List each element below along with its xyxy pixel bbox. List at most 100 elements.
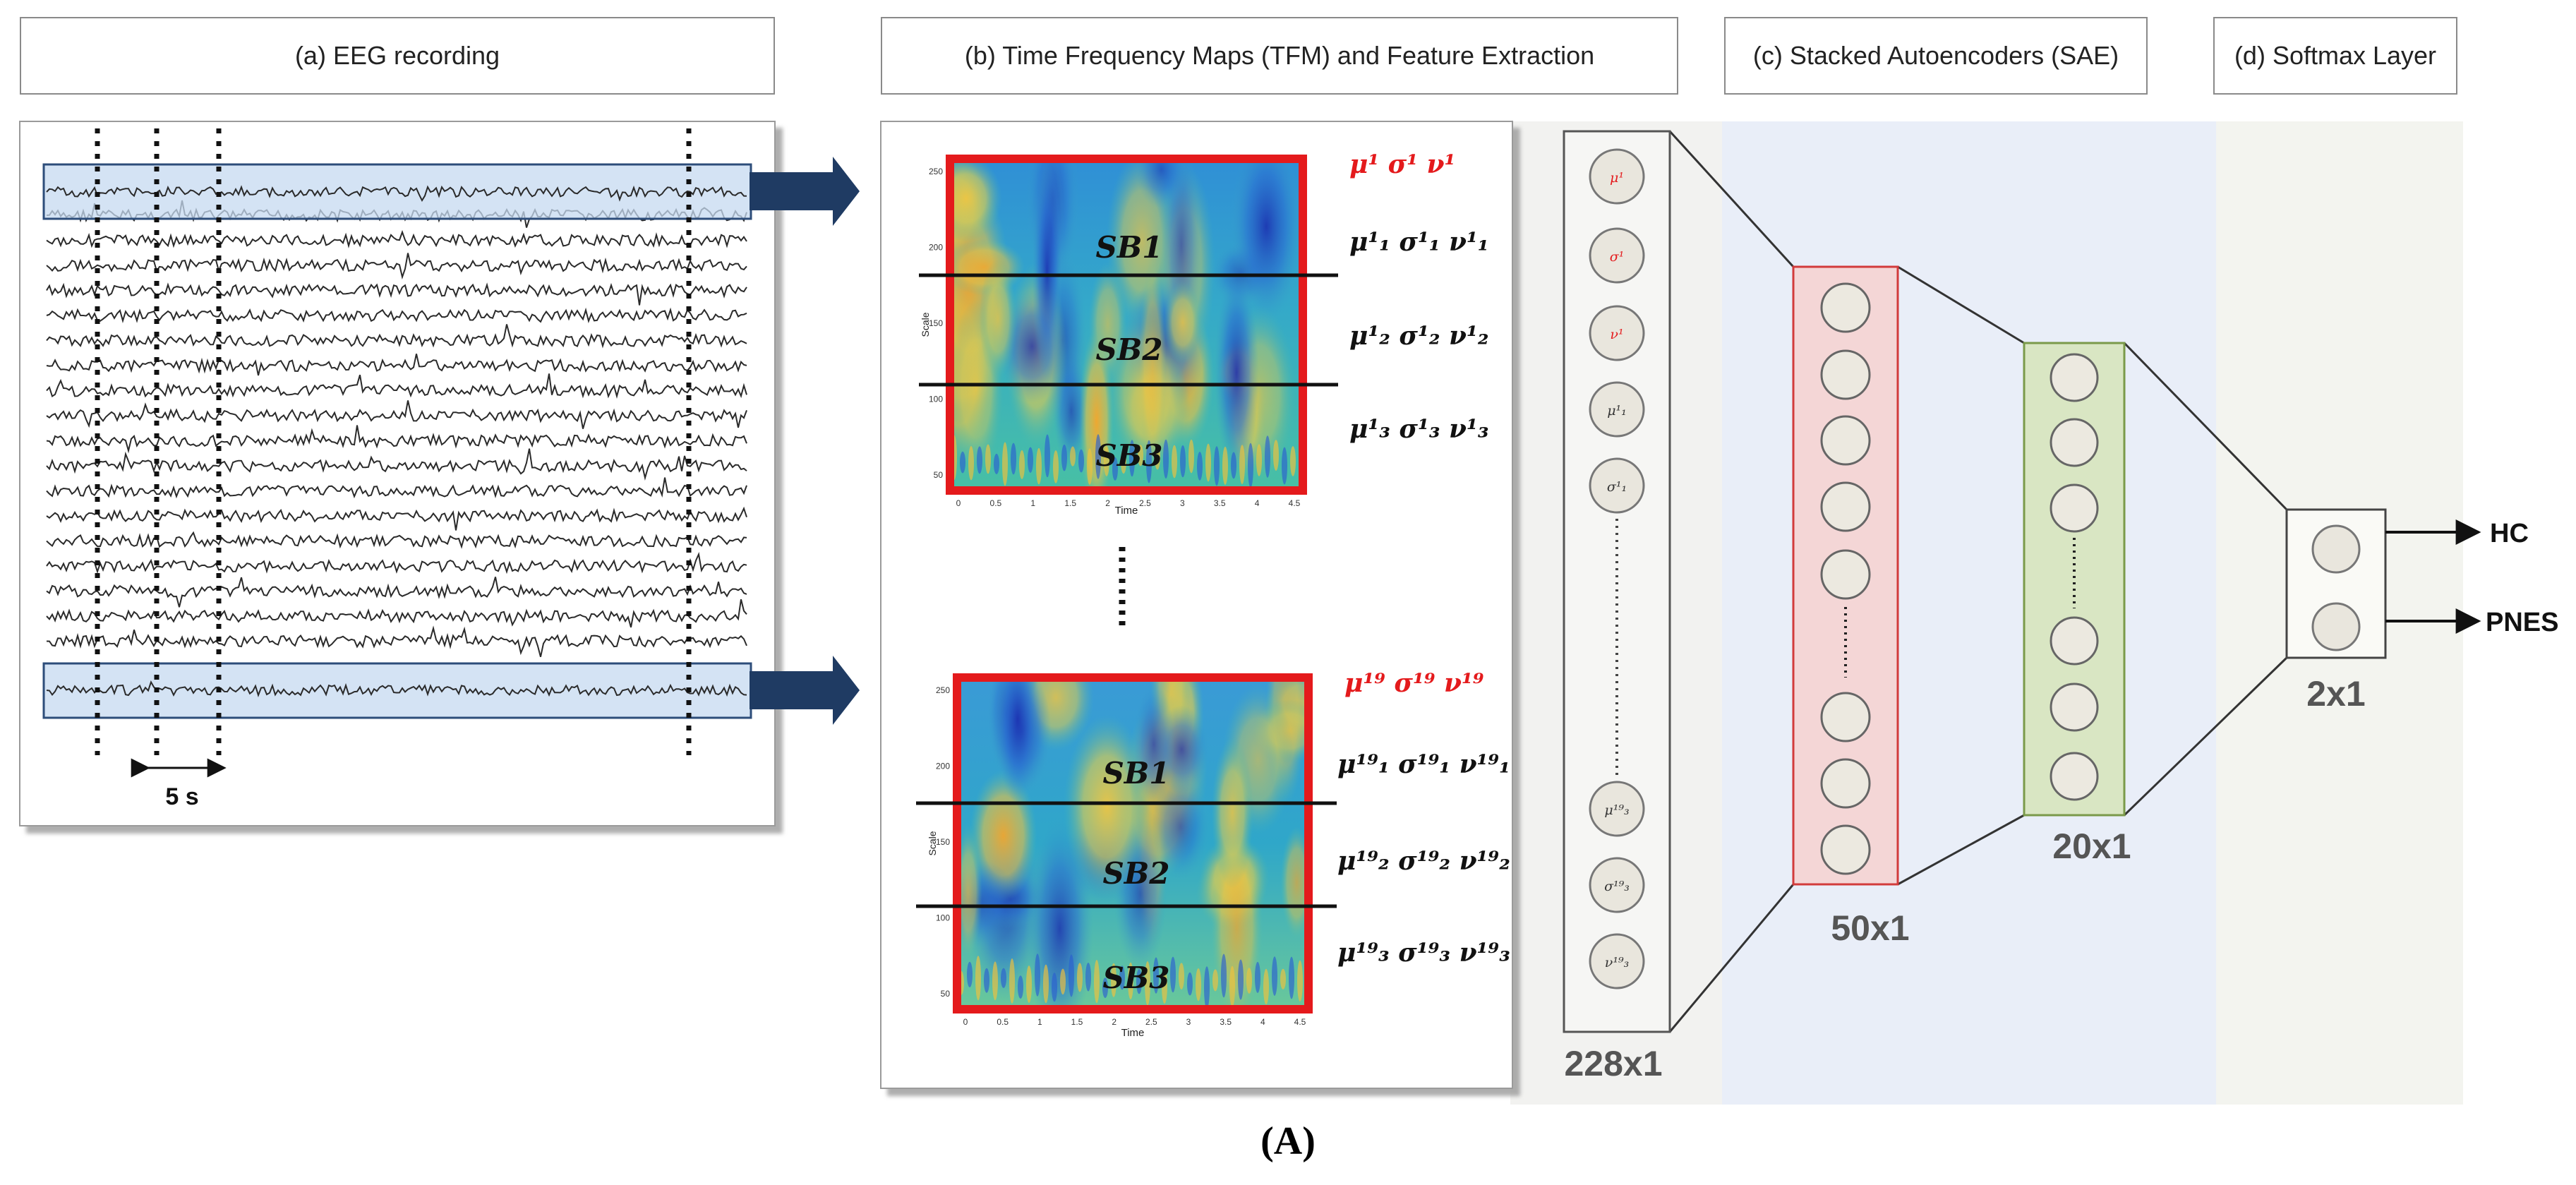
eeg-channel-trace [46,577,747,608]
tfm-fine-ripple [1221,954,1227,998]
tfm-y-tick: 150 [929,318,943,328]
tfm-fine-ripple [1121,449,1126,474]
tfm-fine-ripple [977,446,982,474]
eeg-channel-trace [46,598,747,628]
feat-19-sb3: μ¹⁹₃ σ¹⁹₃ ν¹⁹₃ [1337,938,1510,968]
input-node [1589,457,1645,514]
header-tfm: (b) Time Frequency Maps (TFM) and Featur… [881,17,1678,95]
hidden-2-node [2050,682,2099,732]
hidden-layer-2-box [2023,342,2126,817]
eeg-channel-trace [46,506,747,531]
tfm-fine-ripple [1222,446,1228,485]
hidden-1-node [1820,415,1871,466]
input-node [1589,305,1645,361]
input-node [1589,381,1645,438]
tfm-x-tick: 2 [1112,1017,1117,1027]
tfm-1-sb1: SB1 [1095,230,1162,265]
hidden-2-node [2050,418,2099,467]
tfm-fine-ripple [1255,961,1260,993]
tfm-energy-blob [1064,714,1150,898]
hidden-2-node [2050,483,2099,533]
tfm-fine-ripple [1179,963,1184,989]
tfm-fine-ripple [1002,442,1008,486]
eeg-channel-trace [46,425,747,454]
tfm-19-x-label: Time [1121,1027,1145,1039]
tfm-x-tick: 4 [1255,498,1260,508]
input-node-label: μ¹ [1610,170,1624,186]
tfm-fine-ripple [1229,966,1235,1007]
input-node-label: μ¹₁ [1607,403,1627,419]
tfm-y-tick: 200 [929,243,943,253]
tfm-fine-ripple [1180,445,1186,478]
tfm-y-tick: 50 [941,989,951,999]
tfm-fine-ripple [1128,962,1133,999]
tfm-x-tick: 2 [1105,498,1110,508]
hidden-2-node [2050,616,2099,666]
input-node-label: σ¹ [1610,249,1625,265]
eeg-channel-trace [46,531,747,549]
tfm-fine-ripple [1138,445,1143,467]
tfm-fine-ripple [1290,446,1296,476]
softmax-node-pnes [2311,602,2361,651]
tfm-fine-ripple [1094,960,1100,1004]
tfm-x-tick: 0.5 [997,1017,1009,1027]
hidden-1-node [1820,758,1871,809]
eeg-channel-trace [46,448,747,481]
hidden-layer-1-nodes [1820,282,1871,875]
eeg-highlight-trace-bottom [46,680,747,697]
tfm-y-tick: 250 [936,685,950,695]
tfm-fine-ripple [1239,445,1245,484]
hidden-2-node [2050,353,2099,402]
tfm-y-tick: 150 [936,837,950,847]
tfm-fine-ripple [1036,447,1042,485]
tfm-x-tick: 0.5 [990,498,1002,508]
tfm-fine-ripple [1205,443,1211,482]
tfm-x-tick: 1 [1037,1017,1042,1027]
tfm-x-tick: 1.5 [1071,1017,1083,1027]
hidden-1-node [1820,349,1871,400]
hidden-1-node [1820,481,1871,532]
tfm-fine-ripple [1256,444,1262,476]
tfm-x-tick: 2.5 [1145,1017,1157,1027]
eeg-channel-trace [46,625,747,657]
tfm-map-19-frame [953,673,1313,1013]
tfm-fine-ripple [1052,973,1057,1002]
tfm-fine-ripple [1204,966,1210,1009]
softmax-node-hc [2311,524,2361,574]
tfm-fine-ripple [1061,444,1067,471]
tfm-x-tick: 1.5 [1064,498,1076,508]
tfm-fine-ripple [1043,964,1049,1004]
tfm-fine-ripple [1112,457,1118,481]
tfm-fine-ripple [1104,446,1109,476]
tfm-fine-ripple [1136,969,1142,994]
input-node-label: σ¹⁹₃ [1604,879,1630,894]
tfm-fine-ripple [968,446,974,481]
tfm-fine-ripple [1212,969,1218,992]
interval-label: 5 s [165,783,198,810]
tfm-fine-ripple [1053,450,1059,483]
hidden-1-node [1820,282,1871,333]
input-node [1589,781,1645,837]
hidden-layer-2-nodes [2050,353,2099,801]
hidden-layer-2-size: 20x1 [2052,826,2131,866]
hidden-1-node [1820,549,1871,600]
feat-19-sb2: μ¹⁹₂ σ¹⁹₂ ν¹⁹₂ [1337,846,1510,876]
tfm-energy-blob [1231,159,1302,325]
tfm-fine-ripple [1145,961,1150,1006]
tfm-energy-blob [994,678,1041,803]
tfm-fine-ripple [1172,445,1177,479]
tfm-fine-ripple [985,444,991,474]
eeg-channel-trace [46,354,747,376]
tfm-fine-ripple [992,961,998,1001]
hidden-1-node [1820,692,1871,742]
tfm-fine-ripple [1155,443,1160,470]
input-layer-nodes: μ¹ σ¹ ν¹ μ¹₁ σ¹₁ μ¹⁹₃ σ¹⁹₃ ν¹⁹₃ [1589,148,1645,989]
tfm-fine-ripple [1238,959,1244,1000]
tfm-fine-ripple [960,451,965,474]
tfm-fine-ripple [1085,963,1091,992]
tfm-x-tick: 3.5 [1220,1017,1232,1027]
layer-connections [1668,130,2288,1033]
tfm-fine-ripple [1035,954,1040,997]
tfm-19-y-label: Scale [927,831,938,855]
